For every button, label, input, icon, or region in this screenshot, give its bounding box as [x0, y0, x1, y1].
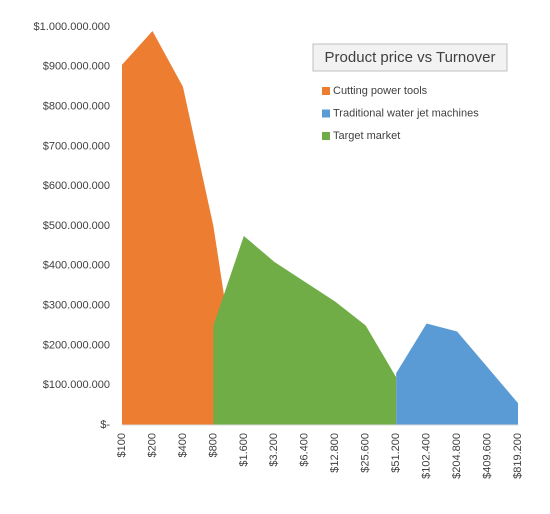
x-tick-label: $25.600: [360, 433, 372, 473]
x-tick-label: $819.200: [512, 433, 524, 479]
x-tick-label: $102.400: [421, 433, 433, 479]
x-tick-label: $6.400: [299, 433, 311, 467]
x-tick-label: $204.800: [451, 433, 463, 479]
x-tick-label: $100: [116, 433, 128, 457]
y-tick-label: $1.000.000.000: [34, 21, 110, 33]
x-tick-label: $200: [146, 433, 158, 457]
y-tick-label: $500.000.000: [43, 220, 110, 232]
y-tick-label: $700.000.000: [43, 140, 110, 152]
legend-marker: [322, 132, 330, 140]
chart-title: Product price vs Turnover: [325, 49, 496, 66]
chart: Product price vs Turnover $- $100.000.000…: [0, 0, 550, 509]
x-tick-label: $400: [177, 433, 189, 457]
legend-marker: [322, 87, 330, 95]
legend-marker: [322, 110, 330, 118]
y-tick-label: $400.000.000: [43, 260, 110, 272]
y-tick-label: $100.000.000: [43, 379, 110, 391]
x-tick-label: $3.200: [268, 433, 280, 467]
x-tick-label: $800: [207, 433, 219, 457]
y-tick-label: $300.000.000: [43, 300, 110, 312]
x-tick-label: $409.600: [481, 433, 493, 479]
y-tick-label: $-: [100, 419, 110, 431]
x-tick-label: $12.800: [329, 433, 341, 473]
x-tick-label: $1.600: [238, 433, 250, 467]
y-tick-label: $900.000.000: [43, 61, 110, 73]
y-tick-label: $600.000.000: [43, 180, 110, 192]
y-tick-label: $800.000.000: [43, 101, 110, 113]
x-tick-label: $51.200: [390, 433, 402, 473]
legend-label: Target market: [333, 130, 400, 142]
legend-label: Traditional water jet machines: [333, 107, 479, 119]
y-tick-label: $200.000.000: [43, 339, 110, 351]
area: [213, 236, 396, 425]
legend-label: Cutting power tools: [333, 85, 428, 97]
area: [396, 324, 518, 425]
